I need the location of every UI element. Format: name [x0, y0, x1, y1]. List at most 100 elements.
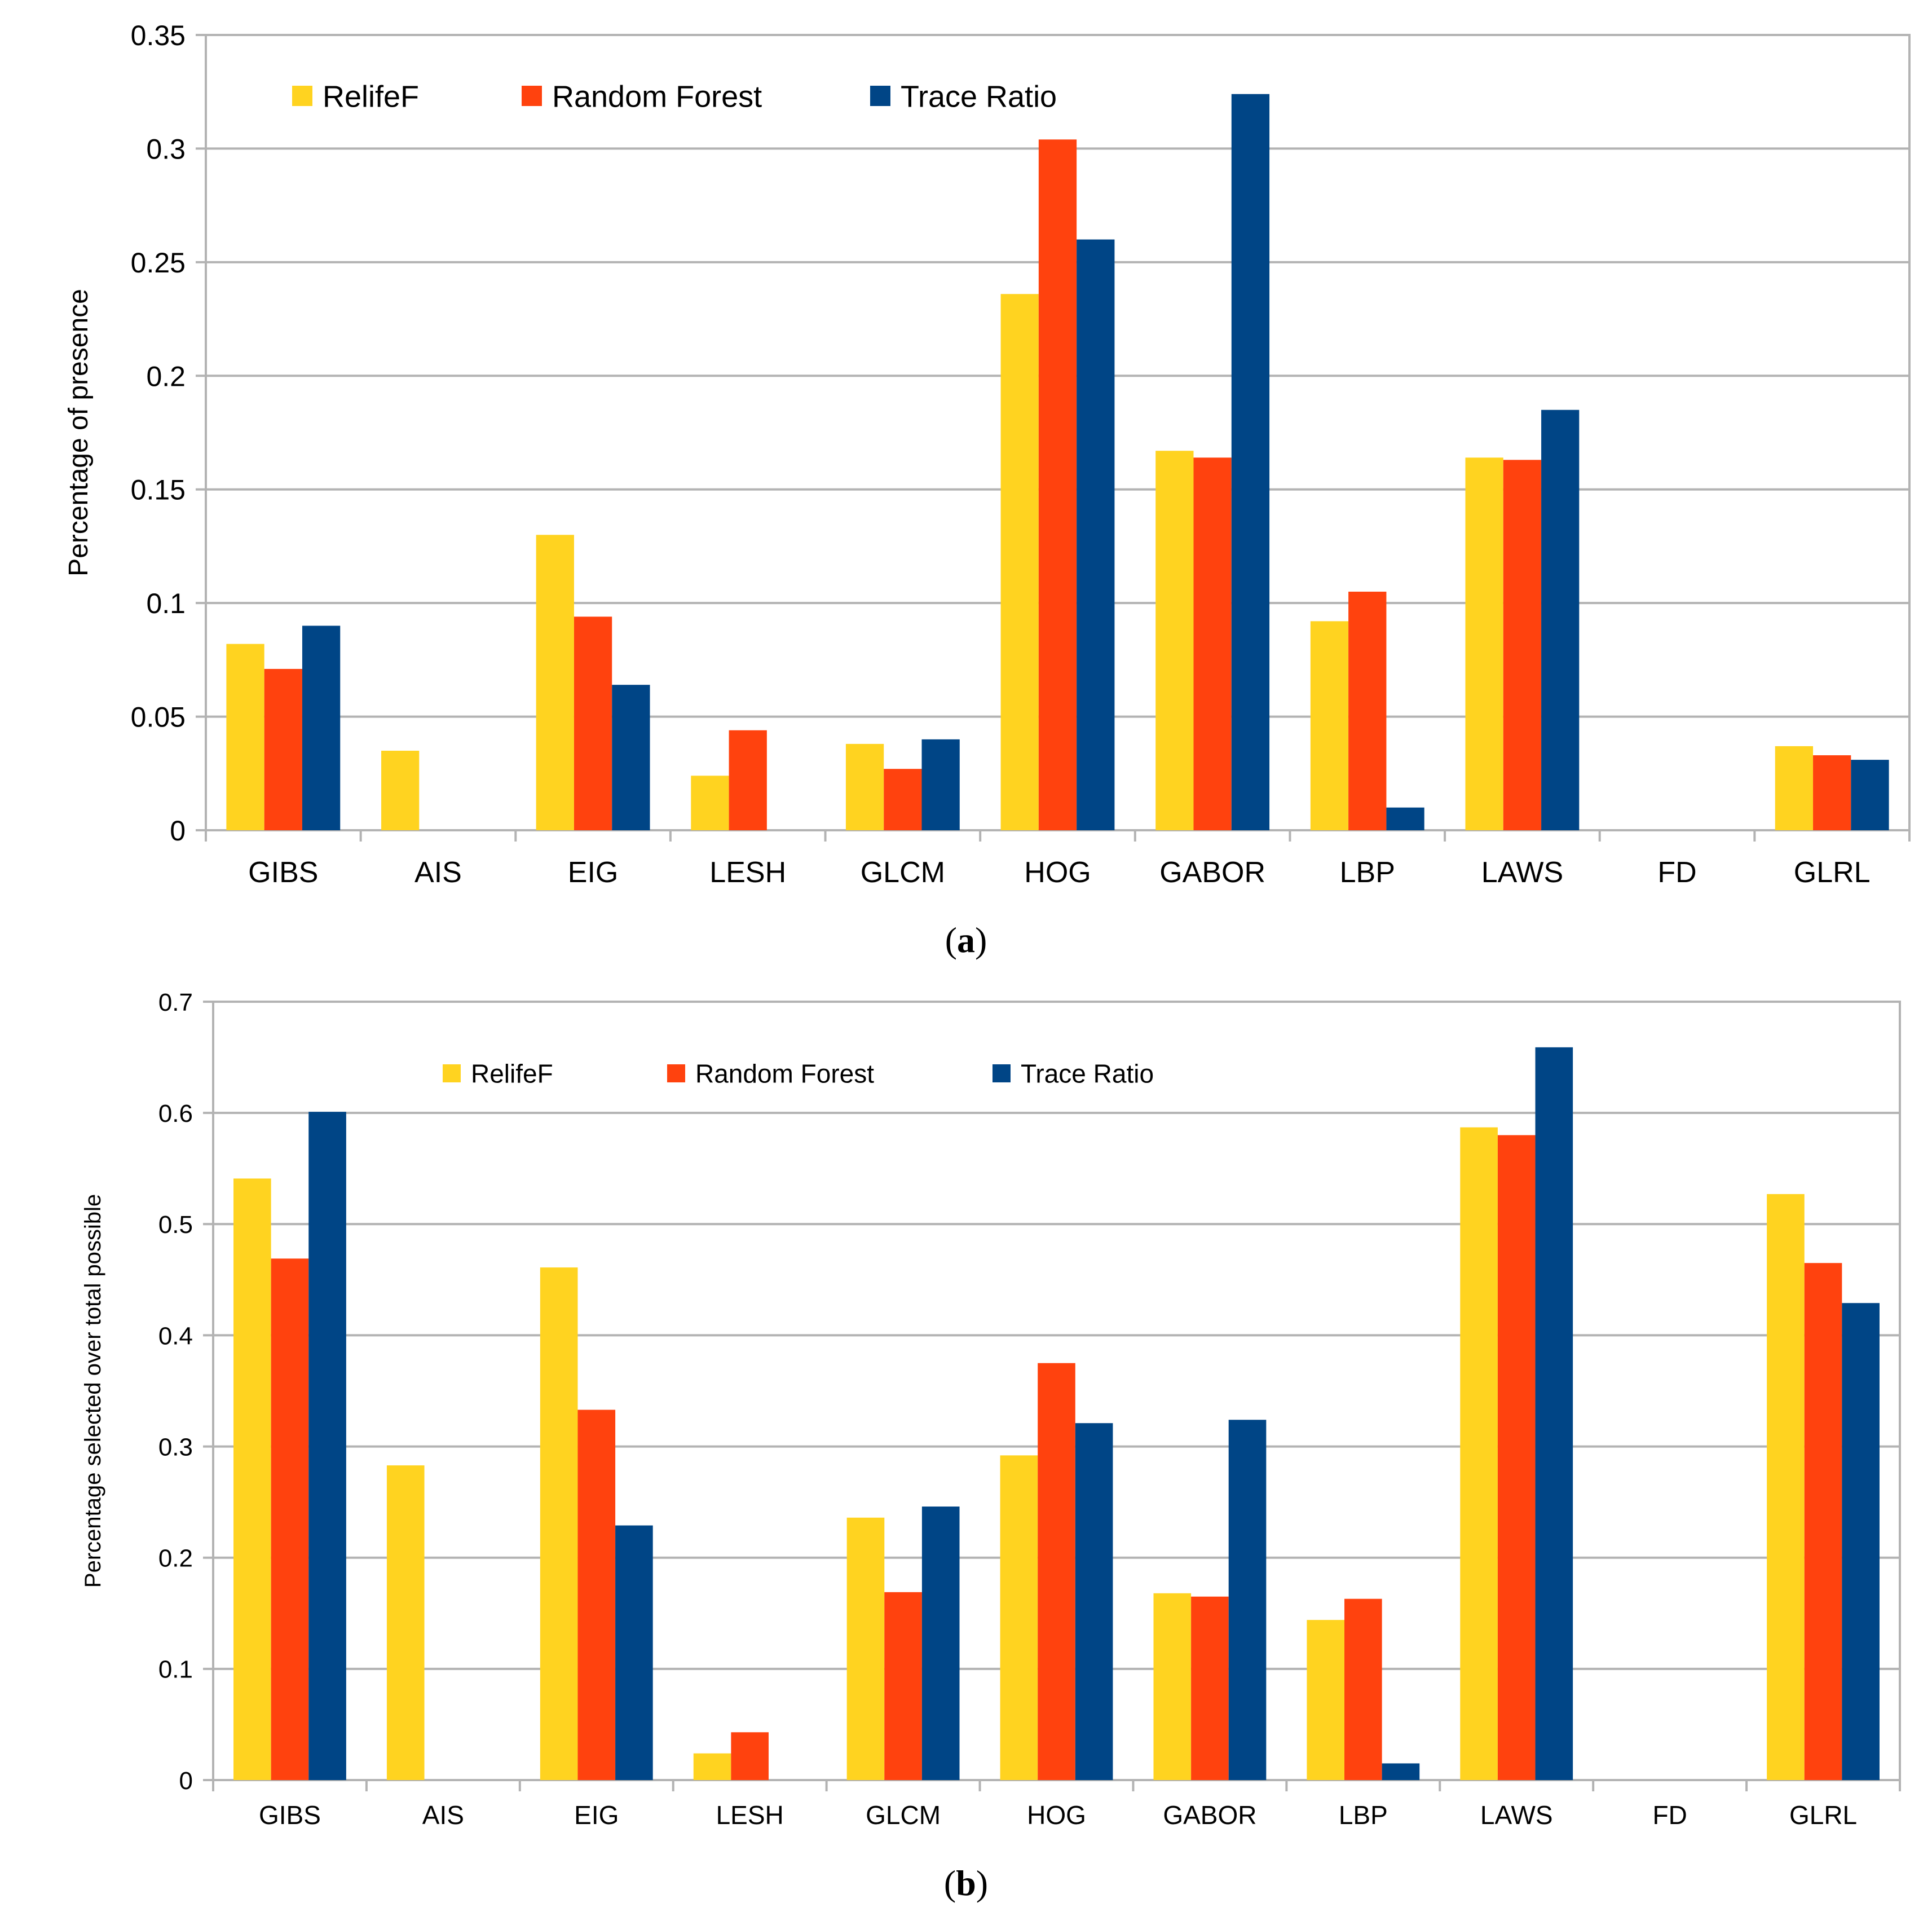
chart-b-bar-gibs-trace-ratio [308, 1112, 346, 1780]
chart-a-bar-hog-trace-ratio [1077, 239, 1115, 831]
chart-a-bar-eig-trace-ratio [612, 685, 650, 830]
chart-a-legend-label-trace-ratio: Trace Ratio [901, 80, 1057, 113]
chart-a-bar-gabor-trace-ratio [1231, 94, 1270, 830]
chart-b-x-tick-label: GLCM [866, 1800, 941, 1830]
chart-a-bar-lbp-trace-ratio [1386, 807, 1424, 830]
chart-panel-b: 0 0.1 0.2 0.3 0.4 0.5 0.6 0.7 GIBS AIS EIG LESH GLCM… [0, 970, 1932, 1916]
chart-a-bar-glrl-trace-ratio [1851, 760, 1889, 830]
chart-a-bar-gibs-random-forest [264, 668, 302, 830]
chart-a-x-tick-label: EIG [568, 856, 619, 889]
chart-a-x-tick-label: LESH [709, 856, 786, 889]
chart-b-legend-swatch-relifef [443, 1064, 461, 1082]
chart-b-bar-gibs-relifef [233, 1178, 271, 1780]
chart-b-bar-eig-trace-ratio [615, 1525, 653, 1780]
chart-b-bar-gabor-relifef [1153, 1593, 1192, 1780]
chart-b-y-tick-label: 0.7 [158, 989, 193, 1016]
chart-b-x-tick-label: GIBS [259, 1800, 321, 1830]
caption-a-label: a [957, 920, 975, 960]
chart-b-bar-hog-trace-ratio [1075, 1423, 1113, 1780]
chart-b-bar-glcm-trace-ratio [921, 1507, 960, 1780]
chart-b: 0 0.1 0.2 0.3 0.4 0.5 0.6 0.7 GIBS AIS EIG LESH GLCM… [81, 989, 1901, 1830]
chart-b-y-axis-label: Percentage selected over total possible [81, 1194, 105, 1588]
chart-a-y-tick-label: 0.35 [131, 20, 186, 51]
chart-b-x-tick-label: GABOR [1163, 1800, 1256, 1830]
chart-b-y-tick-label: 0.3 [158, 1433, 193, 1461]
chart-a-bar-gibs-relifef [226, 644, 264, 830]
chart-a-y-tick-label: 0.2 [146, 360, 186, 392]
chart-b-x-tick-label: HOG [1027, 1800, 1086, 1830]
chart-a-bar-lesh-relifef [691, 776, 729, 830]
chart-a-x-tick-label: AIS [414, 856, 462, 889]
chart-b-bar-eig-relifef [540, 1267, 578, 1780]
chart-b-legend-label-random-forest: Random Forest [695, 1059, 874, 1089]
chart-a-legend-label-random-forest: Random Forest [552, 80, 762, 113]
chart-a-y-tick-label: 0.25 [131, 247, 186, 279]
chart-b-x-tick-label: AIS [422, 1800, 464, 1830]
chart-b-y-tick-label: 0 [179, 1767, 193, 1795]
chart-b-y-tick-label: 0.4 [158, 1322, 193, 1350]
chart-b-y-tick-label: 0.6 [158, 1100, 193, 1127]
chart-a-bar-lbp-relifef [1310, 621, 1349, 830]
chart-panel-a: 0 0.05 0.1 0.15 0.2 0.25 0.3 0.35 GIBS AIS EIG LESH… [64, 20, 1911, 960]
chart-b-bar-laws-trace-ratio [1535, 1047, 1573, 1780]
chart-a-y-tick-label: 0 [170, 815, 186, 847]
chart-b-x-tick-label: FD [1652, 1800, 1687, 1830]
chart-a-bar-gabor-random-forest [1193, 457, 1232, 830]
chart-a-bar-glrl-relifef [1775, 746, 1814, 830]
chart-b-bar-lbp-trace-ratio [1382, 1763, 1420, 1780]
chart-a-x-tick-label: FD [1657, 856, 1696, 889]
chart-a-bar-hog-relifef [1000, 294, 1039, 830]
chart-a-bar-laws-relifef [1465, 457, 1503, 830]
chart-b-y-tick-label: 0.5 [158, 1211, 193, 1239]
chart-b-y-tick-label: 0.1 [158, 1656, 193, 1684]
chart-a-x-tick-label: GIBS [248, 856, 318, 889]
chart-a-bar-laws-trace-ratio [1541, 409, 1580, 830]
chart-b-bar-lbp-relifef [1307, 1620, 1345, 1780]
chart-a-legend-swatch-trace-ratio [870, 86, 890, 106]
chart-b-bar-glcm-relifef [846, 1517, 885, 1780]
chart-b-bar-lesh-random-forest [731, 1732, 769, 1780]
chart-b-bar-laws-relifef [1460, 1127, 1498, 1780]
chart-a-x-tick-label: LBP [1340, 856, 1395, 889]
chart-a-y-tick-label: 0.1 [146, 588, 186, 619]
chart-a-bar-glcm-relifef [845, 743, 884, 830]
chart-a-y-tick-label: 0.15 [131, 474, 186, 506]
chart-b-bar-hog-random-forest [1038, 1363, 1075, 1780]
chart-a-bar-glcm-trace-ratio [921, 739, 960, 830]
chart-a-bar-gabor-relifef [1155, 451, 1194, 830]
chart-b-bar-hog-relifef [1000, 1455, 1038, 1780]
chart-a-bar-glcm-random-forest [884, 769, 922, 830]
chart-a-x-tick-label: GLRL [1794, 856, 1871, 889]
chart-b-x-tick-label: LESH [716, 1800, 784, 1830]
chart-b-x-tick-label: EIG [574, 1800, 619, 1830]
chart-b-bar-lesh-relifef [693, 1753, 731, 1780]
chart-a-bar-gibs-trace-ratio [302, 626, 341, 830]
chart-b-legend-label-relifef: RelifeF [471, 1059, 553, 1089]
chart-a-bar-lesh-random-forest [729, 730, 767, 830]
chart-a-bar-eig-relifef [536, 535, 574, 830]
chart-a-legend-swatch-random-forest [522, 86, 542, 106]
chart-b-bar-glcm-random-forest [884, 1592, 922, 1780]
chart-a: 0 0.05 0.1 0.15 0.2 0.25 0.3 0.35 GIBS AIS EIG LESH… [64, 20, 1911, 889]
chart-b-bar-laws-random-forest [1497, 1135, 1536, 1780]
chart-b-bar-gabor-trace-ratio [1228, 1420, 1267, 1780]
chart-a-legend-label-relifef: RelifeF [323, 80, 419, 113]
chart-a-legend-swatch-relifef [292, 86, 312, 106]
chart-b-x-tick-label: LAWS [1480, 1800, 1553, 1830]
chart-a-bar-lbp-random-forest [1348, 592, 1387, 830]
chart-b-x-tick-label: GLRL [1789, 1800, 1857, 1830]
chart-b-bar-ais-relifef [386, 1465, 425, 1780]
chart-b-x-tick-label: LBP [1339, 1800, 1388, 1830]
chart-a-bar-hog-random-forest [1038, 139, 1077, 830]
chart-b-bar-gibs-random-forest [271, 1258, 309, 1780]
chart-b-bar-eig-random-forest [577, 1410, 616, 1780]
chart-a-x-tick-label: LAWS [1481, 856, 1563, 889]
chart-b-legend-swatch-trace-ratio [993, 1064, 1011, 1082]
caption-b-label: b [956, 1863, 976, 1903]
chart-b-legend-swatch-random-forest [667, 1064, 685, 1082]
chart-a-x-tick-label: GLCM [861, 856, 945, 889]
chart-a-bar-ais-relifef [381, 751, 420, 830]
caption-b: (b) [943, 1863, 989, 1903]
chart-b-y-tick-label: 0.2 [158, 1545, 193, 1573]
chart-a-x-tick-label: GABOR [1159, 856, 1265, 889]
